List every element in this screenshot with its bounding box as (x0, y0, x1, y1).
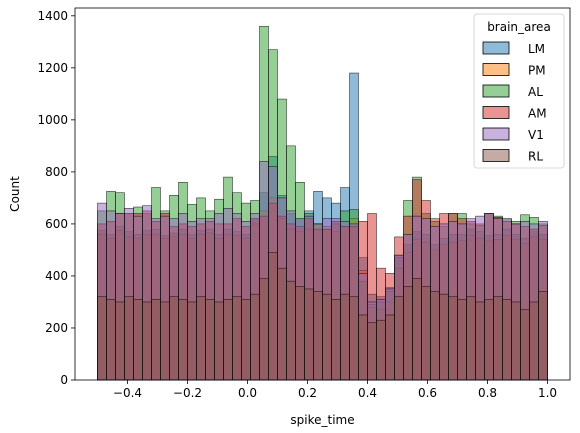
bar-rl (475, 301, 485, 381)
legend-label-lm: LM (528, 42, 545, 56)
bar-rl (169, 296, 179, 381)
x-axis-label: spike_time (290, 413, 354, 427)
legend-label-v1: V1 (528, 128, 544, 142)
legend-title: brain_area (487, 20, 551, 34)
bar-rl (205, 299, 215, 381)
bar-rl (529, 301, 539, 381)
legend-label-am: AM (528, 107, 547, 121)
bar-rl (331, 299, 341, 381)
bar-rl (196, 296, 206, 381)
x-tick-label: 0.4 (358, 386, 377, 400)
x-tick-label: −0.2 (173, 386, 202, 400)
bar-rl (178, 299, 188, 381)
y-tick-label: 200 (45, 321, 68, 335)
bar-rl (295, 286, 305, 381)
legend-label-al: AL (528, 85, 543, 99)
bar-rl (349, 296, 359, 381)
legend-label-pm: PM (528, 64, 546, 78)
bar-rl (439, 293, 449, 381)
plot-frame (74, 7, 571, 381)
bar-rl (160, 301, 170, 381)
bar-rl (403, 286, 413, 381)
bar-rl (187, 301, 197, 381)
x-tick-label: 0.8 (478, 386, 497, 400)
bar-rl (115, 301, 125, 381)
legend-swatch-al (482, 84, 510, 98)
x-tick-label: 1.0 (538, 386, 557, 400)
bar-rl (421, 286, 431, 381)
bar-rl (142, 301, 152, 381)
bar-rl (277, 267, 287, 381)
x-tick-label: −0.4 (113, 386, 142, 400)
legend-swatch-pm (482, 63, 510, 76)
y-tick-label: 1000 (37, 113, 68, 127)
bar-rl (151, 299, 161, 381)
histogram-bars (97, 25, 548, 381)
bar-rl (493, 296, 503, 381)
bar-rl (268, 252, 278, 381)
bar-rl (538, 291, 548, 381)
bar-rl (250, 293, 260, 381)
y-tick-label: 400 (45, 269, 68, 283)
bar-rl (367, 322, 377, 381)
bar-rl (448, 296, 458, 381)
x-tick-label: 0.0 (238, 386, 257, 400)
bar-rl (232, 296, 242, 381)
bar-rl (214, 301, 224, 381)
bar-rl (124, 296, 134, 381)
bar-rl (322, 293, 332, 381)
bar-rl (502, 299, 512, 381)
bar-rl (259, 278, 269, 381)
bar-rl (358, 314, 368, 381)
bar-rl (313, 291, 323, 381)
legend: brain_area LM PM AL AM V1 RL (473, 13, 565, 169)
y-tick-label: 0 (60, 373, 68, 387)
bar-rl (520, 309, 530, 381)
bar-rl (97, 296, 107, 381)
y-axis-ticks: 0 200 400 600 800 1000 1200 1400 (37, 9, 75, 387)
bar-rl (412, 278, 422, 381)
bar-rl (484, 299, 494, 381)
x-axis-ticks: −0.4 −0.2 0.0 0.2 0.4 0.6 0.8 1.0 (113, 380, 557, 400)
legend-label-rl: RL (528, 150, 543, 164)
bar-rl (223, 299, 233, 381)
bar-rl (286, 280, 296, 381)
bar-rl (304, 288, 314, 381)
bar-rl (466, 296, 476, 381)
legend-swatch-lm (482, 41, 510, 55)
y-axis-label: Count (8, 176, 22, 212)
bar-rl (511, 301, 521, 381)
legend-swatch-v1 (482, 127, 510, 141)
series-rl-bars (97, 252, 548, 381)
legend-swatch-rl (482, 149, 510, 162)
bar-rl (241, 299, 251, 381)
bar-rl (457, 299, 467, 381)
y-tick-label: 800 (45, 165, 68, 179)
bar-rl (430, 291, 440, 381)
bar-rl (385, 314, 395, 381)
y-tick-label: 600 (45, 217, 68, 231)
legend-items: LM PM AL AM V1 RL (482, 41, 547, 164)
bar-rl (394, 296, 404, 381)
y-tick-label: 1200 (37, 61, 68, 75)
bar-rl (106, 299, 116, 381)
x-tick-label: 0.6 (418, 386, 437, 400)
y-tick-label: 1400 (37, 9, 68, 23)
bar-rl (376, 319, 386, 381)
legend-swatch-am (482, 106, 510, 119)
bar-rl (340, 293, 350, 381)
bar-rl (133, 299, 143, 381)
x-tick-label: 0.2 (298, 386, 317, 400)
